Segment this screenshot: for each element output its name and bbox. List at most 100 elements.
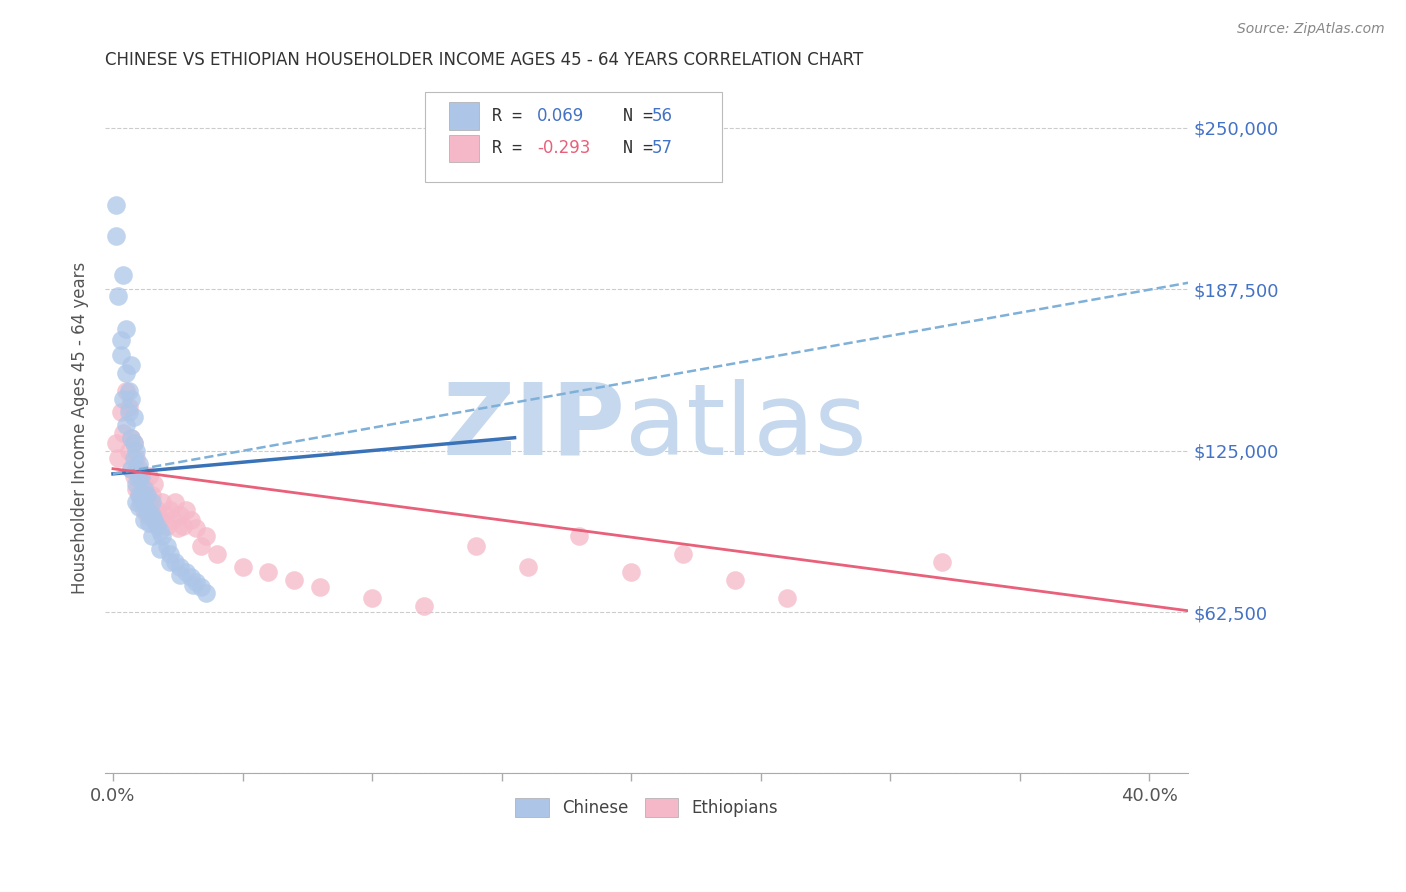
Point: [115, 384, 138, 399]
Point: [150, 495, 173, 509]
Point: [156, 539, 179, 553]
Point: [620, 565, 643, 579]
Point: [159, 547, 181, 561]
Point: [128, 500, 150, 515]
FancyBboxPatch shape: [449, 135, 479, 162]
FancyBboxPatch shape: [425, 92, 723, 182]
Point: [138, 469, 160, 483]
Point: [107, 288, 129, 302]
Point: [174, 565, 197, 579]
Point: [132, 483, 155, 497]
Point: [141, 495, 163, 509]
Point: [143, 513, 166, 527]
Point: [180, 570, 202, 584]
Point: [135, 487, 157, 501]
Point: [156, 518, 179, 533]
Point: [131, 490, 153, 504]
Point: [184, 575, 207, 590]
Text: CHINESE VS ETHIOPIAN HOUSEHOLDER INCOME AGES 45 - 64 YEARS CORRELATION CHART: CHINESE VS ETHIOPIAN HOUSEHOLDER INCOME …: [105, 51, 863, 69]
Text: -0.293: -0.293: [537, 139, 591, 158]
Point: [138, 516, 160, 530]
Point: [120, 359, 142, 373]
Point: [931, 555, 953, 569]
Point: [122, 469, 145, 483]
Point: [149, 513, 172, 527]
Text: N =: N =: [592, 139, 662, 158]
Point: [190, 539, 212, 553]
Point: [120, 461, 142, 475]
Point: [283, 573, 305, 587]
Point: [128, 472, 150, 486]
Text: 57: 57: [652, 139, 673, 158]
Point: [138, 495, 160, 509]
FancyBboxPatch shape: [449, 102, 479, 130]
Point: [672, 547, 695, 561]
Point: [181, 578, 204, 592]
Point: [184, 521, 207, 535]
Point: [165, 555, 187, 569]
Point: [125, 443, 148, 458]
Point: [117, 443, 139, 458]
Point: [125, 451, 148, 466]
Point: [568, 529, 591, 543]
Point: [110, 333, 132, 347]
Text: ZIP: ZIP: [441, 379, 626, 476]
Point: [132, 477, 155, 491]
Point: [125, 461, 148, 475]
Text: R =: R =: [492, 139, 531, 158]
Point: [112, 425, 135, 440]
Point: [128, 457, 150, 471]
Point: [120, 392, 142, 406]
Point: [141, 508, 163, 523]
Point: [146, 503, 169, 517]
Point: [169, 559, 191, 574]
Point: [131, 495, 153, 509]
Point: [120, 461, 142, 475]
Point: [141, 508, 163, 523]
Point: [128, 487, 150, 501]
Point: [112, 392, 135, 406]
Point: [135, 503, 157, 517]
Point: [110, 348, 132, 362]
Point: [257, 565, 280, 579]
Point: [162, 513, 184, 527]
Text: atlas: atlas: [626, 379, 866, 476]
Point: [128, 461, 150, 475]
Point: [516, 559, 538, 574]
Point: [104, 229, 127, 244]
Point: [149, 541, 172, 556]
Point: [120, 431, 142, 445]
Point: [135, 508, 157, 523]
Point: [122, 451, 145, 466]
Point: [412, 599, 434, 613]
Point: [153, 508, 176, 523]
Point: [190, 581, 212, 595]
Point: [122, 436, 145, 450]
Point: [122, 410, 145, 425]
Point: [141, 487, 163, 501]
Point: [464, 539, 486, 553]
Point: [159, 555, 181, 569]
Point: [146, 518, 169, 533]
Text: 56: 56: [652, 107, 673, 125]
Point: [159, 503, 181, 517]
Point: [117, 400, 139, 414]
Point: [107, 451, 129, 466]
Point: [104, 198, 127, 212]
Text: 0.069: 0.069: [537, 107, 585, 125]
Point: [110, 405, 132, 419]
Point: [169, 567, 191, 582]
Text: N =: N =: [592, 107, 662, 125]
Point: [112, 268, 135, 282]
Point: [117, 405, 139, 419]
Point: [120, 431, 142, 445]
Legend: Chinese, Ethiopians: Chinese, Ethiopians: [509, 791, 785, 824]
Point: [115, 322, 138, 336]
Point: [141, 529, 163, 543]
Point: [205, 547, 228, 561]
Point: [174, 503, 197, 517]
Point: [117, 384, 139, 399]
Point: [125, 483, 148, 497]
Point: [169, 508, 191, 523]
Point: [231, 559, 253, 574]
